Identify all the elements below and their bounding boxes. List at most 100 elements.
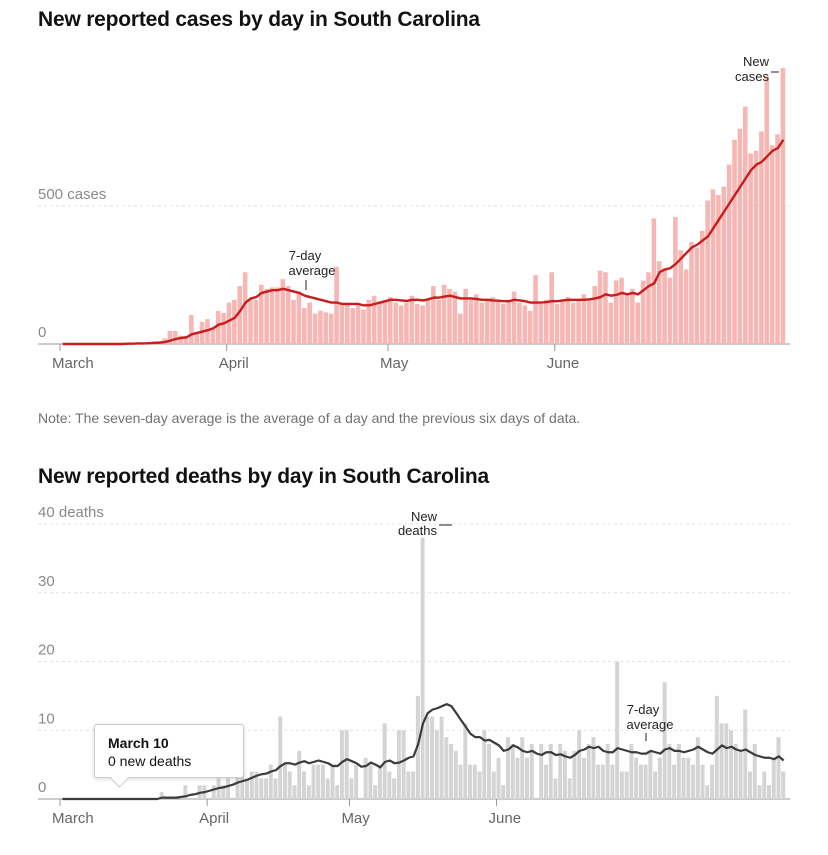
deaths-bar[interactable] xyxy=(211,785,216,799)
cases-bar[interactable] xyxy=(570,302,576,344)
deaths-bar[interactable] xyxy=(373,785,378,799)
cases-bar[interactable] xyxy=(205,319,210,344)
cases-bar[interactable] xyxy=(307,302,312,344)
deaths-bar[interactable] xyxy=(767,785,771,799)
cases-bar[interactable] xyxy=(194,332,200,344)
cases-bar[interactable] xyxy=(484,299,490,344)
deaths-bar[interactable] xyxy=(320,764,325,800)
cases-bar[interactable] xyxy=(716,194,721,344)
deaths-bar[interactable] xyxy=(591,737,596,800)
deaths-bar[interactable] xyxy=(259,778,264,800)
deaths-bar[interactable] xyxy=(667,744,672,799)
deaths-bar[interactable] xyxy=(653,771,658,800)
cases-bar[interactable] xyxy=(441,284,447,344)
deaths-bar[interactable] xyxy=(302,771,306,800)
cases-bar[interactable] xyxy=(490,297,495,344)
cases-bar[interactable] xyxy=(646,272,651,344)
deaths-bar[interactable] xyxy=(615,661,620,800)
cases-bar[interactable] xyxy=(431,286,436,344)
deaths-bar[interactable] xyxy=(226,778,231,800)
cases-bar[interactable] xyxy=(183,335,189,344)
cases-bar[interactable] xyxy=(511,291,517,344)
deaths-bar[interactable] xyxy=(705,785,710,799)
cases-bar[interactable] xyxy=(538,303,544,344)
deaths-bar[interactable] xyxy=(330,764,335,800)
cases-bar[interactable] xyxy=(350,308,355,344)
cases-bar[interactable] xyxy=(296,291,302,344)
cases-bar[interactable] xyxy=(619,277,624,344)
cases-bar[interactable] xyxy=(506,299,511,344)
deaths-bar[interactable] xyxy=(444,737,449,800)
cases-bar[interactable] xyxy=(264,288,269,344)
deaths-bar[interactable] xyxy=(729,730,734,799)
deaths-bar[interactable] xyxy=(506,737,510,800)
deaths-bar[interactable] xyxy=(439,716,444,800)
cases-bar[interactable] xyxy=(361,309,366,345)
cases-bar[interactable] xyxy=(237,286,243,344)
cases-bar[interactable] xyxy=(382,299,388,344)
cases-bar[interactable] xyxy=(232,299,237,344)
cases-bar[interactable] xyxy=(678,250,684,344)
deaths-bar[interactable] xyxy=(648,750,653,800)
deaths-bar[interactable] xyxy=(496,757,501,799)
cases-bar[interactable] xyxy=(732,139,737,344)
cases-bar[interactable] xyxy=(662,268,667,344)
cases-bar[interactable] xyxy=(689,241,694,344)
cases-bar[interactable] xyxy=(651,218,657,344)
deaths-bar[interactable] xyxy=(240,771,245,800)
cases-bar[interactable] xyxy=(522,305,528,344)
deaths-bar[interactable] xyxy=(714,695,719,800)
cases-bar[interactable] xyxy=(457,313,463,344)
deaths-bar[interactable] xyxy=(306,785,311,799)
cases-bar[interactable] xyxy=(726,164,732,344)
deaths-bar[interactable] xyxy=(235,771,240,800)
deaths-bar[interactable] xyxy=(463,723,468,800)
deaths-bar[interactable] xyxy=(510,744,515,799)
deaths-bar[interactable] xyxy=(468,764,473,800)
deaths-bar[interactable] xyxy=(287,771,292,800)
deaths-bar[interactable] xyxy=(396,730,401,799)
deaths-bar[interactable] xyxy=(264,778,268,800)
cases-bar[interactable] xyxy=(554,303,560,344)
deaths-bar[interactable] xyxy=(676,744,681,799)
deaths-bar[interactable] xyxy=(335,785,340,799)
deaths-bar[interactable] xyxy=(634,757,639,799)
cases-bar[interactable] xyxy=(414,303,420,344)
deaths-bar[interactable] xyxy=(311,764,316,800)
cases-bar[interactable] xyxy=(420,305,425,344)
cases-bar[interactable] xyxy=(167,331,173,344)
deaths-bar[interactable] xyxy=(743,709,748,800)
cases-bar[interactable] xyxy=(366,299,372,344)
cases-bar[interactable] xyxy=(769,145,775,344)
cases-bar[interactable] xyxy=(312,313,318,344)
cases-bar[interactable] xyxy=(248,299,253,344)
deaths-bar[interactable] xyxy=(724,723,729,800)
deaths-bar[interactable] xyxy=(515,757,520,799)
cases-bar[interactable] xyxy=(409,295,415,344)
cases-bar[interactable] xyxy=(323,312,329,344)
cases-bar[interactable] xyxy=(495,301,501,344)
deaths-bar[interactable] xyxy=(567,778,572,800)
deaths-bar[interactable] xyxy=(748,771,752,800)
deaths-bar[interactable] xyxy=(392,778,397,800)
cases-bar[interactable] xyxy=(302,308,307,344)
deaths-bar[interactable] xyxy=(387,771,392,800)
deaths-bar[interactable] xyxy=(425,716,430,800)
cases-bar[interactable] xyxy=(549,272,554,344)
deaths-bar[interactable] xyxy=(600,764,605,800)
cases-bar[interactable] xyxy=(737,128,743,344)
cases-bar[interactable] xyxy=(694,247,700,344)
cases-bar[interactable] xyxy=(468,299,474,344)
cases-bar[interactable] xyxy=(613,280,619,344)
deaths-bar[interactable] xyxy=(525,757,529,799)
deaths-bar[interactable] xyxy=(254,771,259,800)
deaths-bar[interactable] xyxy=(752,744,757,799)
deaths-bar[interactable] xyxy=(377,764,382,800)
cases-bar[interactable] xyxy=(452,291,458,344)
cases-bar[interactable] xyxy=(560,299,565,344)
cases-bar[interactable] xyxy=(656,261,662,344)
cases-bar[interactable] xyxy=(269,287,275,344)
cases-bar[interactable] xyxy=(775,134,780,344)
deaths-bar[interactable] xyxy=(183,785,188,799)
deaths-bar[interactable] xyxy=(586,744,591,799)
